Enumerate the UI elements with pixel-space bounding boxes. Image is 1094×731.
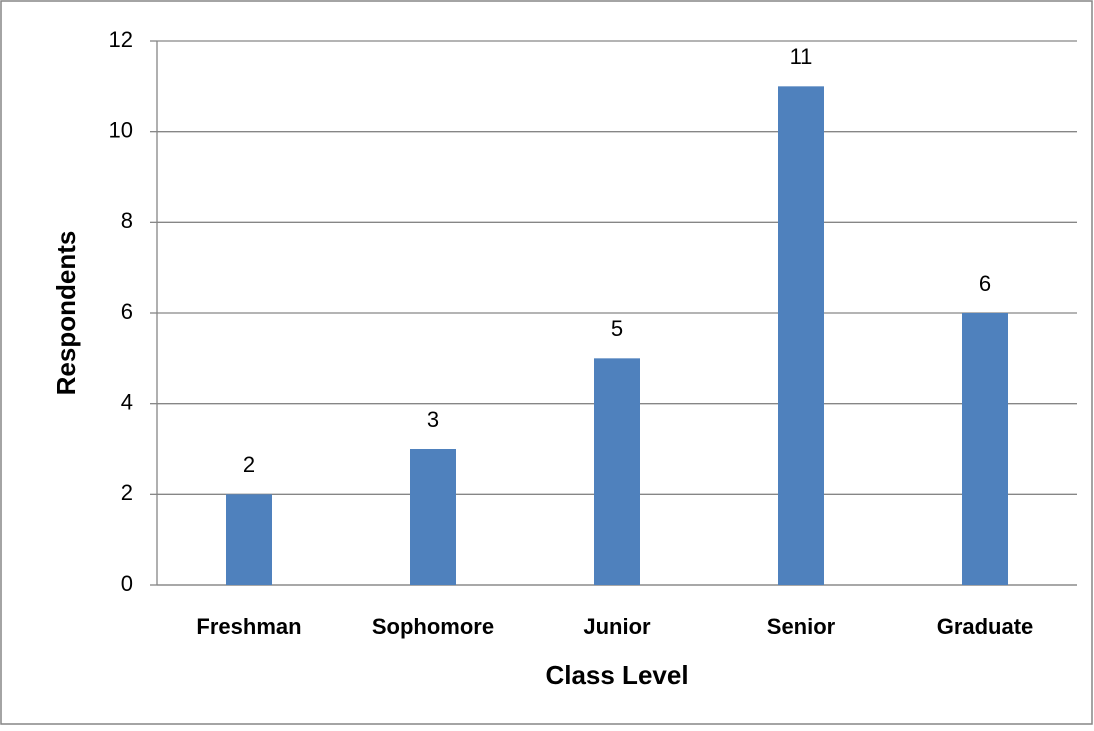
x-tick-label: Sophomore [372,614,494,639]
bar [962,313,1008,585]
data-label: 5 [611,316,623,341]
y-tick-label: 10 [109,117,133,142]
x-tick-label: Freshman [196,614,301,639]
data-label: 3 [427,407,439,432]
data-label: 11 [790,44,813,69]
data-label: 2 [243,452,255,477]
y-tick-label: 4 [121,389,133,414]
y-tick-label: 8 [121,208,133,233]
y-axis-title: Respondents [51,231,81,396]
x-tick-label: Graduate [937,614,1034,639]
bar [410,449,456,585]
x-axis-title: Class Level [545,660,688,690]
data-label: 6 [979,271,991,296]
bar [594,358,640,585]
y-tick-label: 12 [109,27,133,52]
bar [778,86,824,585]
y-tick-label: 2 [121,480,133,505]
bar [226,494,272,585]
y-tick-label: 6 [121,299,133,324]
y-tick-label: 0 [121,571,133,596]
x-tick-label: Senior [767,614,836,639]
x-tick-label: Junior [583,614,651,639]
